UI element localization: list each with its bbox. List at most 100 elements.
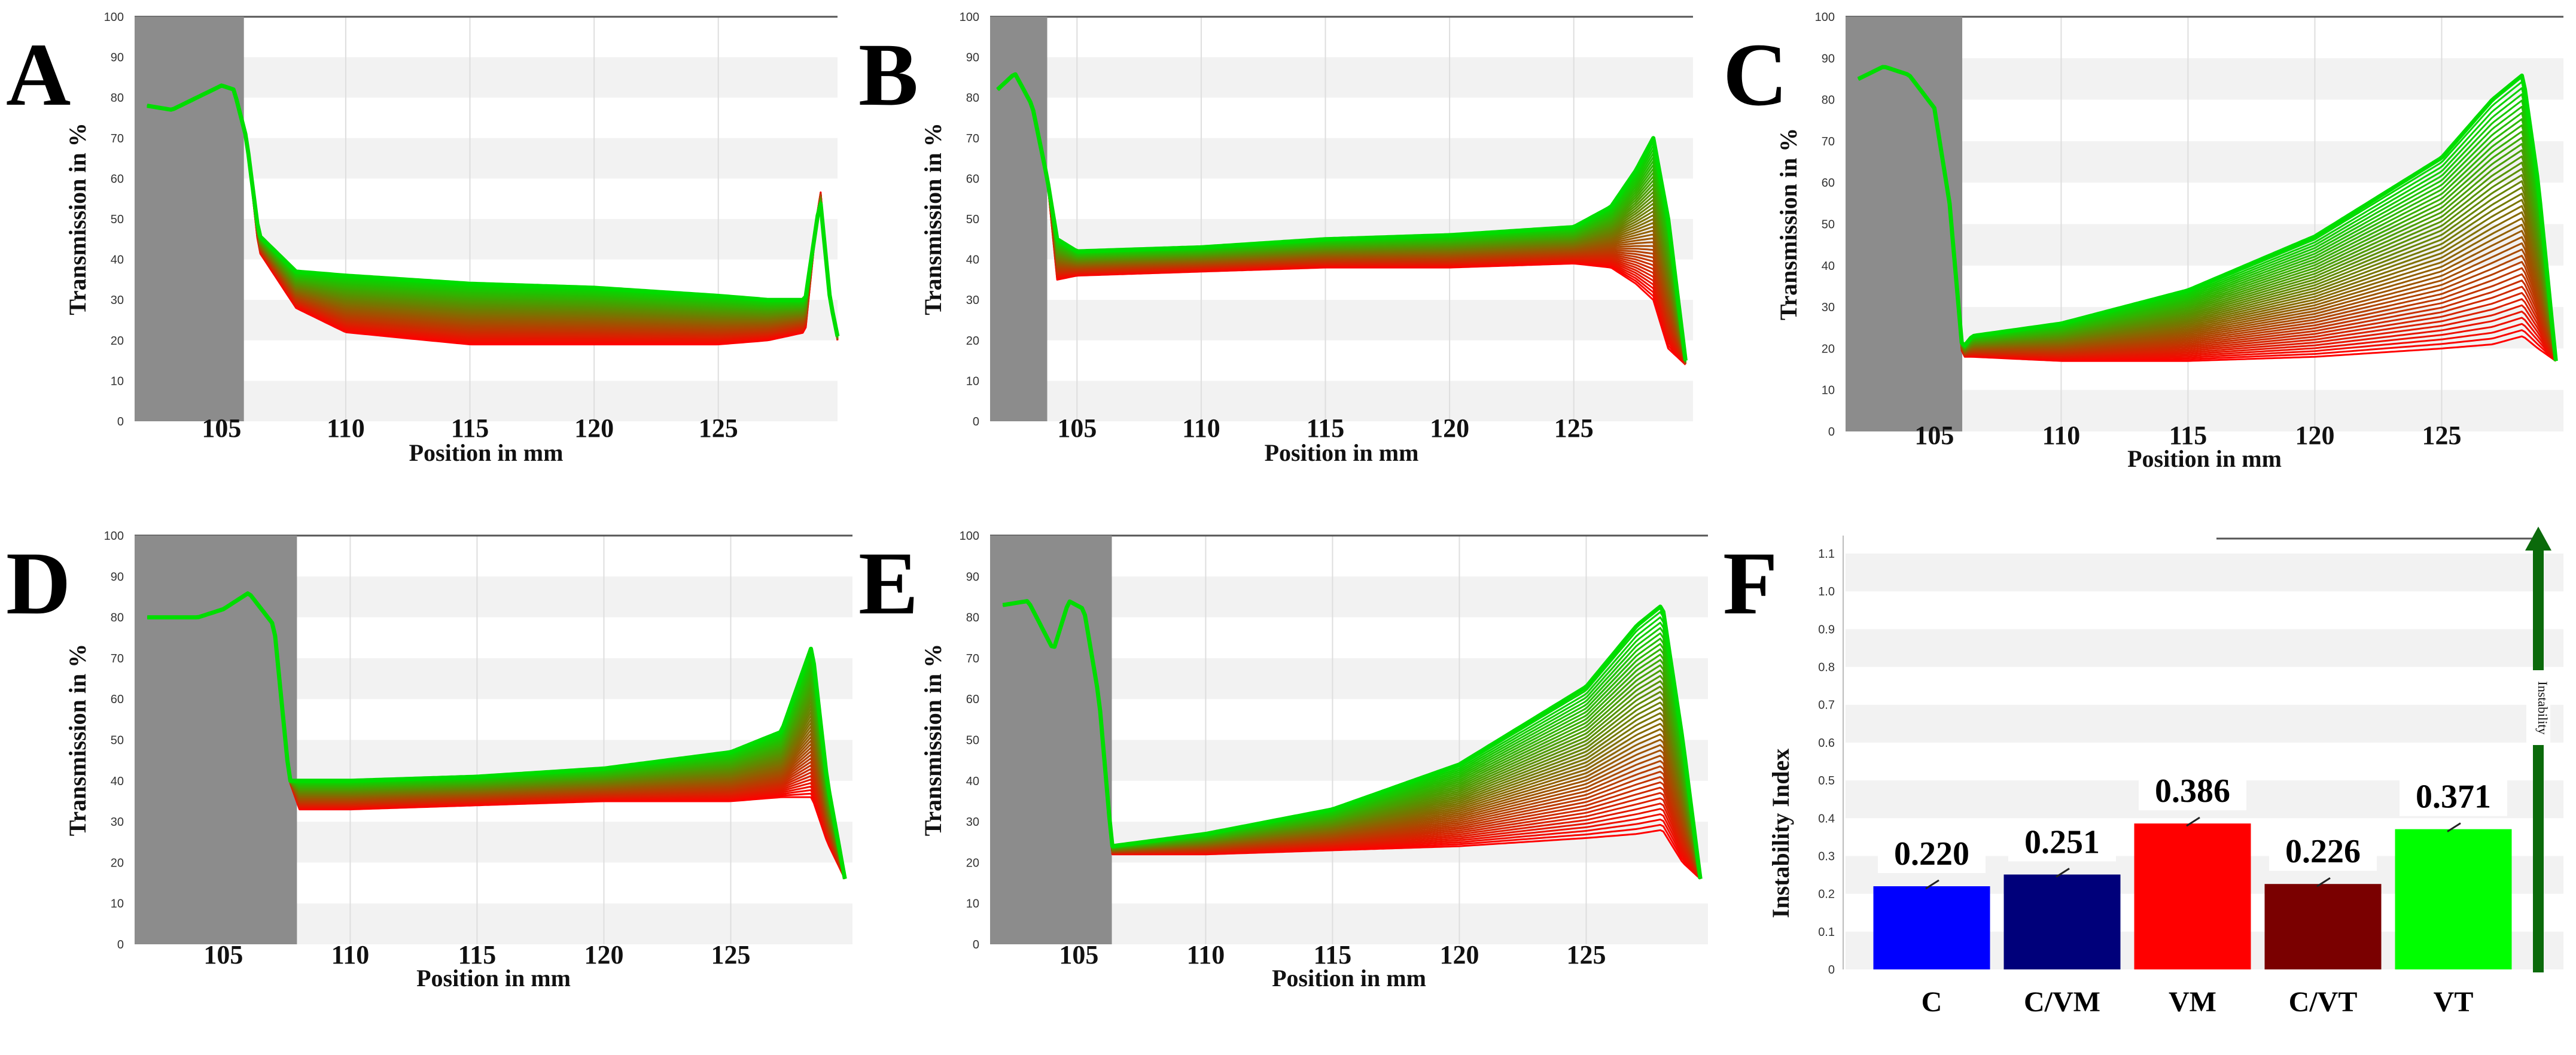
y-tick-label: 10: [111, 898, 124, 911]
y-tick-label: 60: [966, 172, 979, 186]
y-tick-label: 20: [111, 856, 124, 869]
y-tick-label: 0.5: [1818, 774, 1835, 788]
x-tick-label: 120: [1430, 414, 1469, 443]
y-tick-label: 100: [960, 530, 979, 543]
transmission-curve: [1002, 599, 1703, 880]
data-label: 0.226: [2285, 833, 2361, 870]
y-tick-label: 30: [966, 294, 979, 307]
data-label: 0.386: [2155, 773, 2230, 810]
y-tick-label: 60: [1822, 177, 1835, 190]
grid-band: [1846, 390, 2563, 431]
panel-e: 0 10 20 30 40 50 60 70 80 90 100 105 110 115 120 125 Pos…: [919, 530, 1708, 992]
y-tick-label: 50: [111, 213, 124, 226]
y-tick-label: 40: [111, 775, 124, 788]
y-tick-label: 40: [966, 254, 979, 267]
x-tick-label: 125: [1554, 414, 1594, 443]
grid-band: [135, 219, 838, 260]
category-label: VT: [2434, 986, 2474, 1018]
y-tick-label: 60: [111, 693, 124, 706]
x-tick-label: 120: [574, 414, 614, 443]
x-tick-label: 105: [1057, 414, 1097, 443]
y-tick-label: 90: [966, 51, 979, 65]
grid-band: [1846, 629, 2563, 667]
x-tick-label: 110: [331, 940, 370, 969]
panel-d: 0 10 20 30 40 50 60 70 80 90 100 105 110 115 120 125 Pos…: [64, 530, 852, 992]
transmission-curve: [147, 83, 840, 337]
y-tick-label: 30: [1822, 301, 1835, 314]
y-tick-label: 0: [1828, 425, 1835, 439]
grid-band: [135, 57, 838, 98]
grid-band: [1846, 58, 2563, 100]
grid-band: [1846, 704, 2563, 743]
panel-letter-f: F: [1723, 534, 1778, 633]
y-tick-label: 70: [1822, 135, 1835, 148]
y-axis-label: Transmission in %: [1775, 128, 1802, 321]
data-label-background: [2400, 774, 2507, 816]
y-axis-label: Transmission in %: [919, 123, 946, 315]
transmission-curve: [1857, 65, 2558, 361]
data-label-background: [2008, 819, 2116, 862]
y-tick-label: 10: [1822, 384, 1835, 397]
grid-band: [135, 381, 838, 421]
y-tick-label: 60: [111, 172, 124, 186]
data-label: 0.371: [2416, 779, 2491, 816]
y-tick-label: 20: [111, 335, 124, 348]
y-tick-label: 0: [973, 938, 979, 951]
bar-c: [1873, 886, 1990, 969]
x-tick-label: 115: [1314, 940, 1352, 969]
y-axis-label: Transmission in %: [919, 644, 946, 837]
y-axis-label: Instability Index: [1767, 749, 1794, 918]
grid-band: [990, 381, 1693, 421]
panel-letter-b: B: [858, 25, 919, 124]
y-tick-label: 100: [960, 11, 979, 24]
panel-letter-c: C: [1723, 25, 1788, 124]
y-tick-label: 30: [111, 294, 124, 307]
y-tick-label: 100: [104, 530, 124, 543]
y-tick-label: 80: [966, 92, 979, 105]
y-tick-label: 90: [111, 570, 124, 583]
y-tick-label: 0: [1828, 963, 1835, 977]
y-axis-label: Transmission in %: [64, 123, 91, 315]
error-tick: [1925, 879, 1939, 890]
data-label: 0.251: [2024, 823, 2100, 861]
y-tick-label: 70: [966, 652, 979, 665]
category-label: C: [1922, 986, 1942, 1018]
error-tick: [2056, 868, 2070, 878]
y-tick-label: 0.3: [1818, 850, 1835, 863]
shaded-region: [135, 536, 297, 944]
x-tick-label: 120: [584, 940, 623, 969]
x-tick-label: 115: [458, 940, 497, 969]
x-tick-label: 110: [327, 414, 365, 443]
x-tick-label: 105: [1059, 940, 1098, 969]
y-tick-label: 80: [111, 612, 124, 625]
x-tick-label: 110: [1187, 940, 1225, 969]
panel-f: 0 0.1 0.2 0.3 0.4 0.5 0.6 0.7 0.8 0.9 1.0 1.1 0.220 C…: [1767, 527, 2563, 1018]
y-tick-label: 0: [973, 415, 979, 428]
arrow-label-background: [2526, 670, 2550, 745]
x-tick-label: 115: [2169, 421, 2207, 450]
error-tick: [2186, 816, 2200, 827]
y-tick-label: 90: [1822, 52, 1835, 65]
x-tick-label: 105: [202, 414, 241, 443]
y-tick-label: 100: [1815, 11, 1835, 24]
y-tick-label: 50: [966, 213, 979, 226]
data-label-background: [2269, 829, 2377, 871]
shaded-region: [1846, 17, 1963, 431]
x-tick-label: 105: [203, 940, 243, 969]
y-tick-label: 30: [111, 816, 124, 829]
y-tick-label: 40: [966, 775, 979, 788]
grid-band: [990, 138, 1693, 179]
y-tick-label: 40: [1822, 260, 1835, 273]
x-tick-label: 125: [699, 414, 738, 443]
panel-letter-e: E: [858, 534, 919, 633]
grid-band: [990, 57, 1693, 98]
y-tick-label: 10: [966, 898, 979, 911]
x-tick-label: 115: [451, 414, 489, 443]
bar-vm: [2134, 823, 2251, 969]
x-tick-label: 115: [1307, 414, 1345, 443]
y-tick-label: 50: [111, 734, 124, 747]
y-tick-label: 0.1: [1818, 926, 1835, 939]
panel-letter-a: A: [6, 25, 71, 124]
y-tick-label: 0.4: [1818, 812, 1835, 825]
